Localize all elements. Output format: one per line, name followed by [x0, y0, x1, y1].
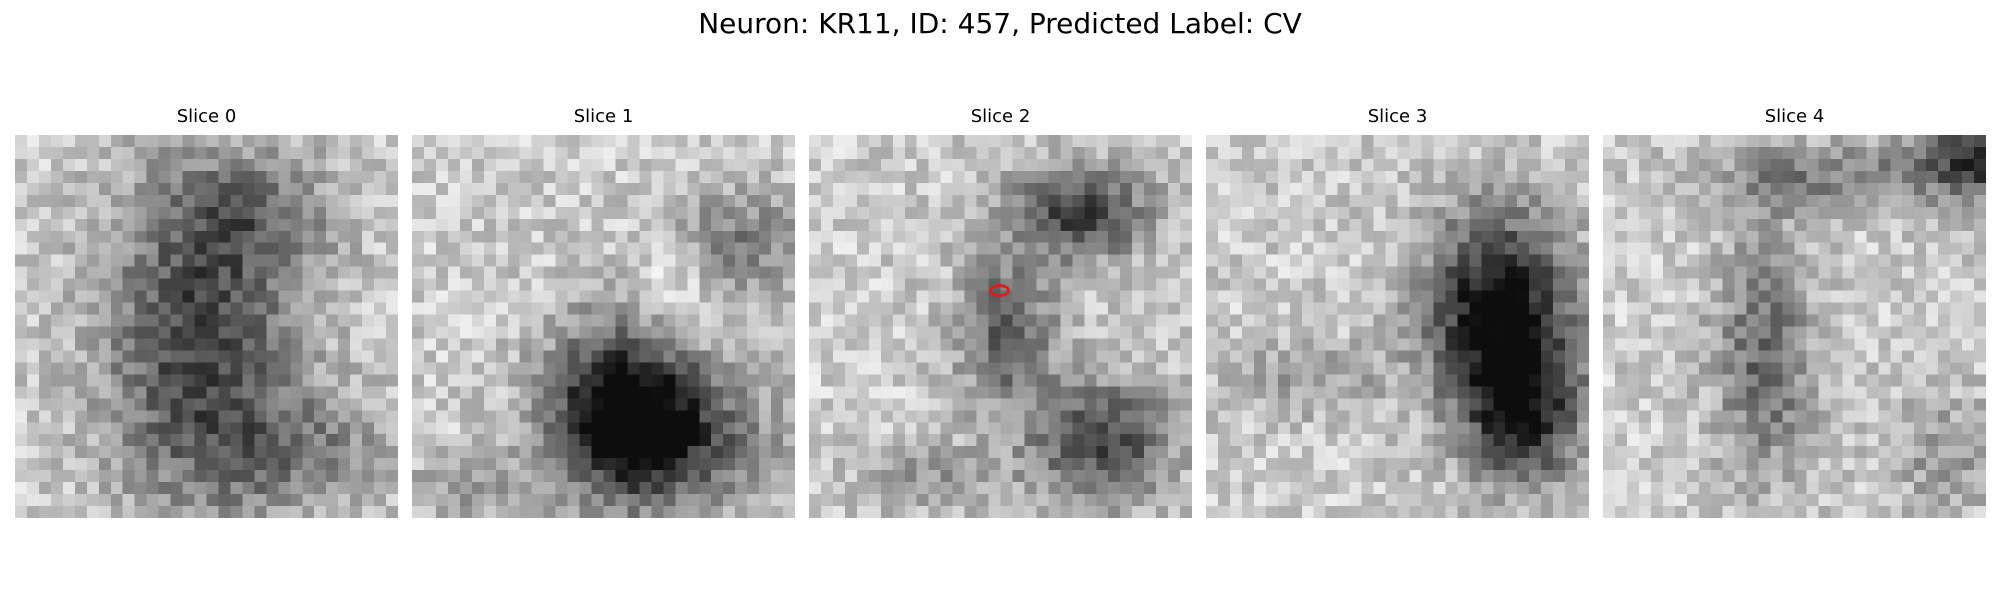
slice-panel-1: Slice 1 — [412, 105, 795, 510]
slice-panel-4: Slice 4 — [1603, 105, 1986, 510]
slice-title: Slice 2 — [809, 105, 1192, 129]
slice-image-0 — [15, 135, 398, 518]
slice-image-3 — [1206, 135, 1589, 518]
slice-panel-0: Slice 0 — [15, 105, 398, 510]
slice-image-1 — [412, 135, 795, 518]
slice-title: Slice 0 — [15, 105, 398, 129]
slice-image-2 — [809, 135, 1192, 518]
figure-title: Neuron: KR11, ID: 457, Predicted Label: … — [0, 4, 2000, 44]
slice-title: Slice 3 — [1206, 105, 1589, 129]
slice-panel-2: Slice 2 — [809, 105, 1192, 510]
slice-panel-3: Slice 3 — [1206, 105, 1589, 510]
slice-image-4 — [1603, 135, 1986, 518]
slice-title: Slice 1 — [412, 105, 795, 129]
slice-title: Slice 4 — [1603, 105, 1986, 129]
